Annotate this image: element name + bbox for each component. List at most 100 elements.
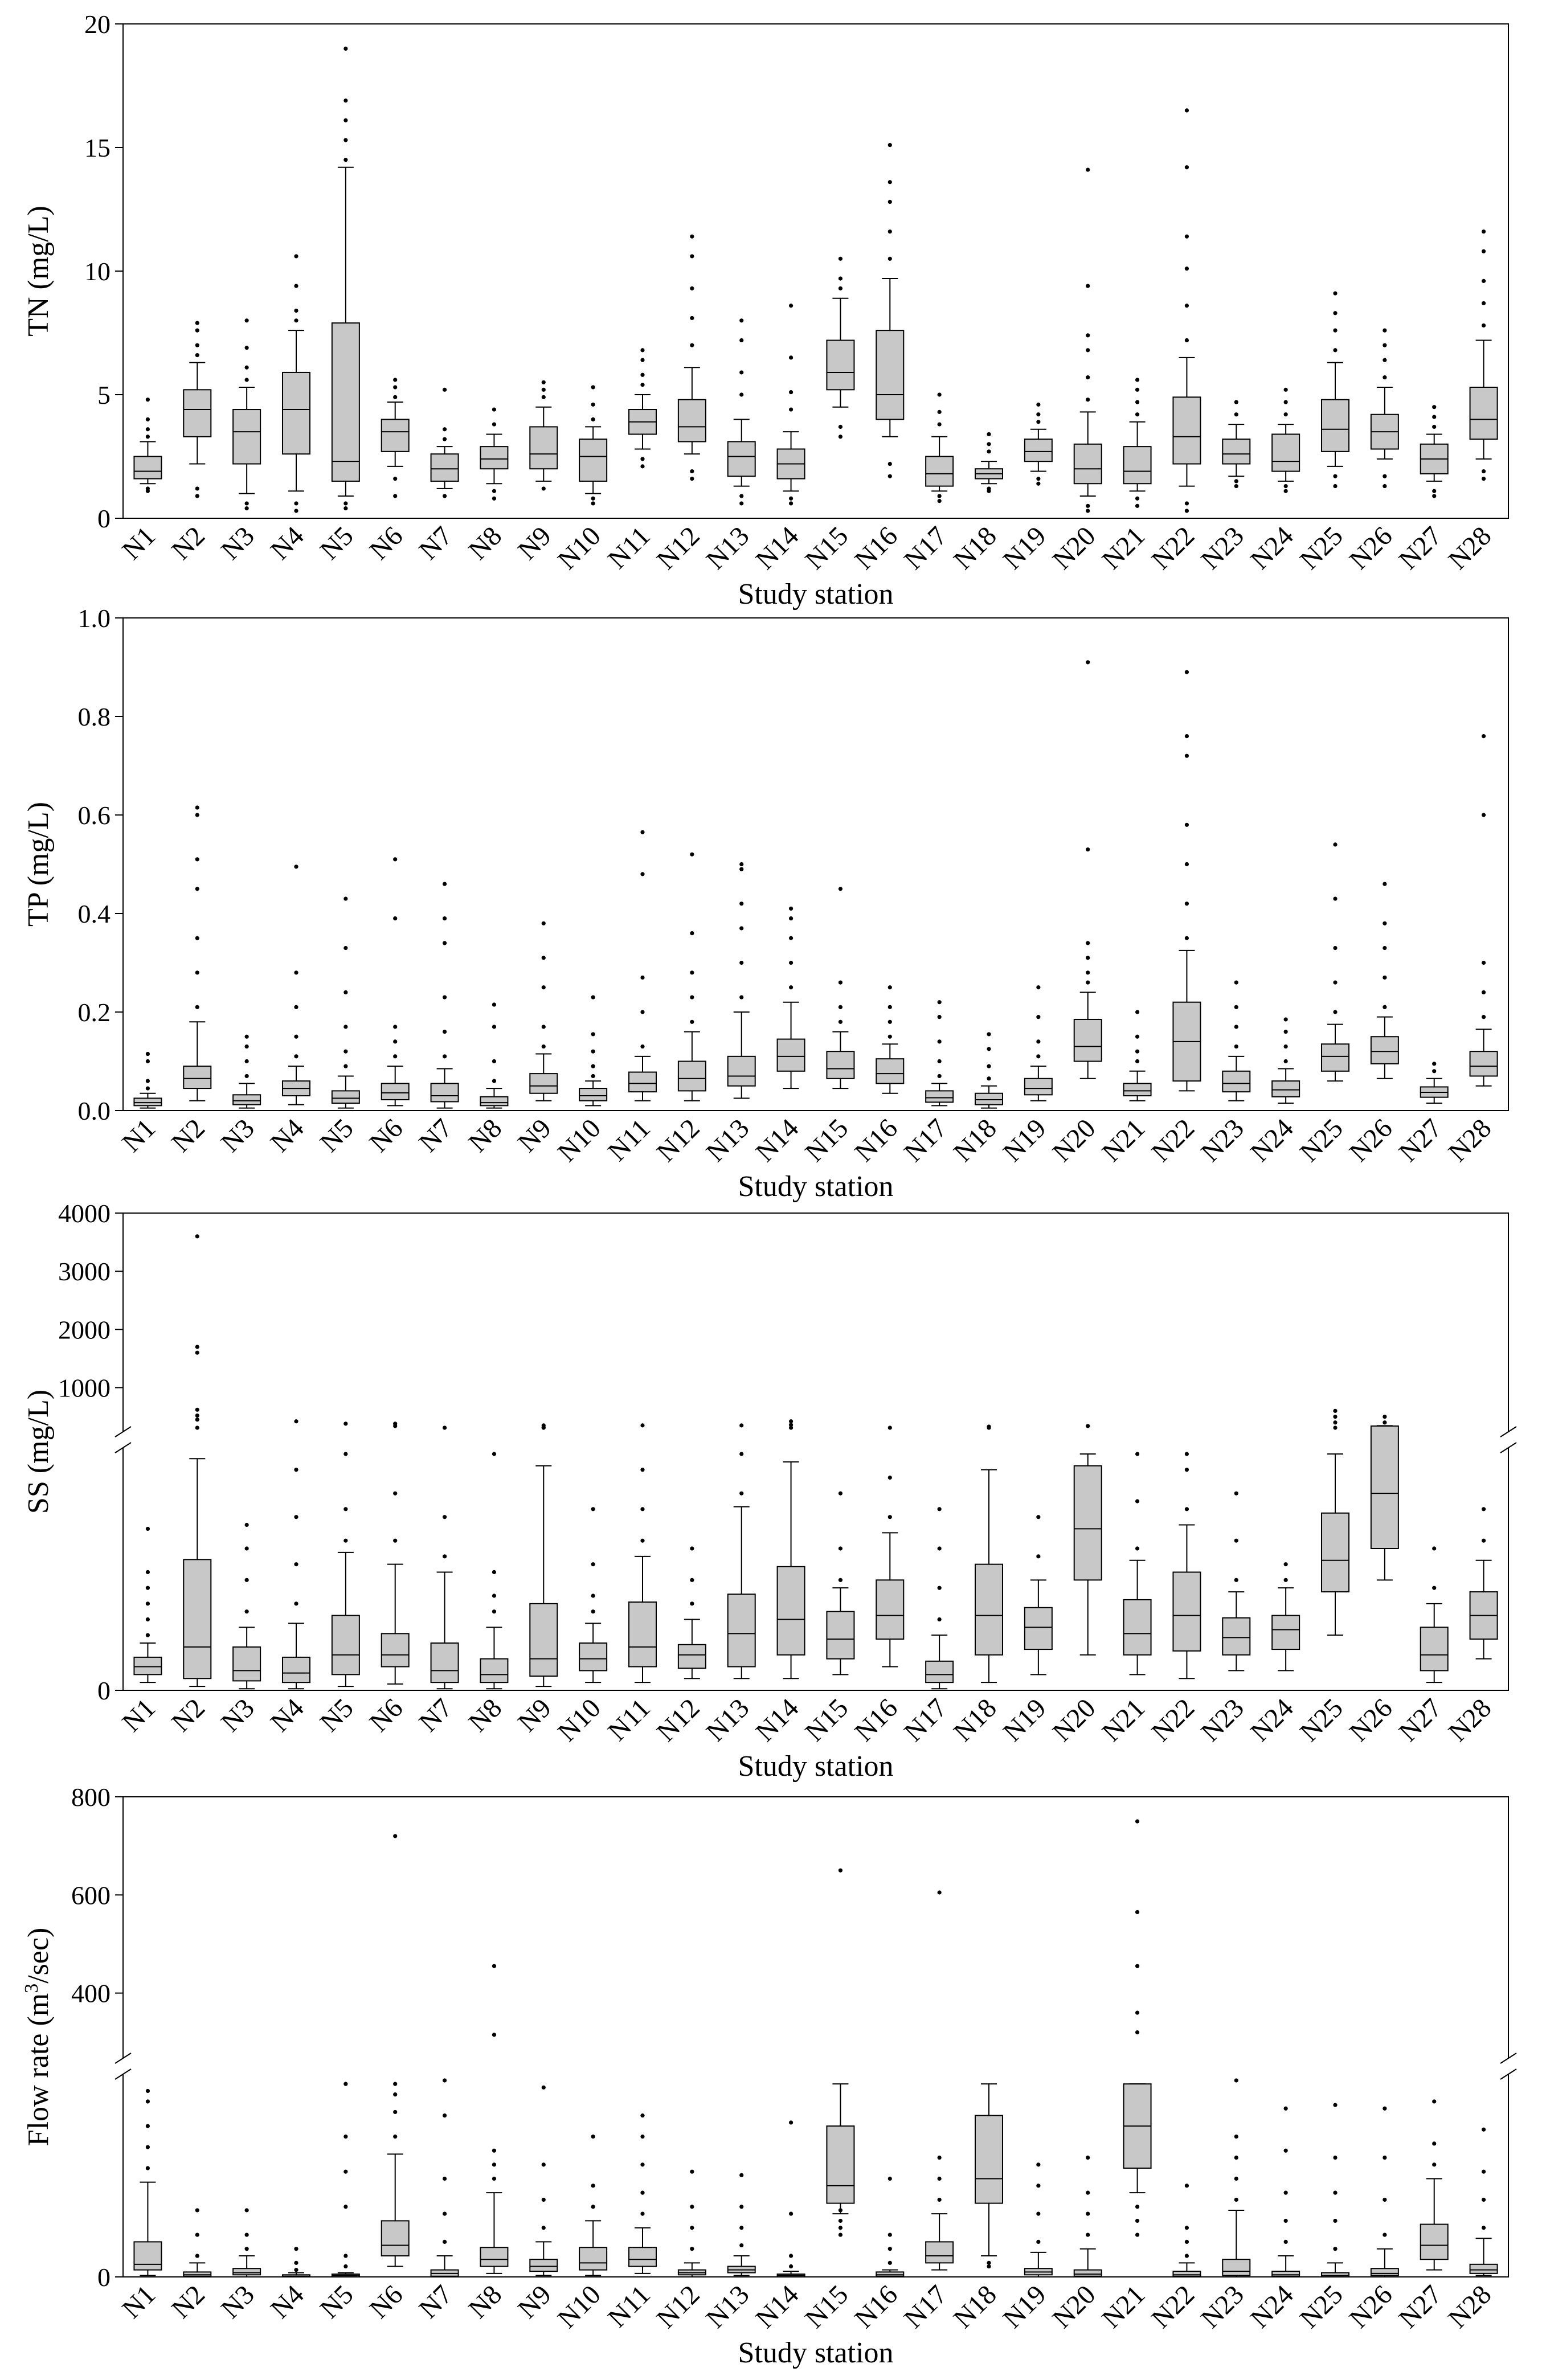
outlier-point xyxy=(294,509,298,513)
outlier-point xyxy=(393,395,398,399)
outlier-point xyxy=(442,2176,447,2181)
x-tick-label: N4 xyxy=(265,1693,310,1738)
outlier-point xyxy=(244,1546,249,1551)
outlier-point xyxy=(640,975,645,980)
x-tick-label: N11 xyxy=(602,2279,656,2333)
outlier-point xyxy=(591,1032,595,1037)
chart-panel-4: 0 400 600 800 Flow rate (m3/sec) N1 N2 N3 N4 N5 N6… xyxy=(21,1783,1517,2369)
outlier-point xyxy=(987,1032,991,1037)
x-tick-label: N1 xyxy=(116,2279,161,2324)
outlier-point xyxy=(1481,2197,1486,2202)
outlier-point xyxy=(591,1562,595,1567)
outlier-point xyxy=(442,1515,447,1519)
x-tick-label: N24 xyxy=(1245,2279,1299,2334)
outlier-point xyxy=(492,2033,497,2037)
outlier-point xyxy=(294,318,298,323)
x-tick-label: N17 xyxy=(898,1113,953,1168)
outlier-point xyxy=(987,432,991,437)
outlier-point xyxy=(838,1578,843,1582)
box-N28 xyxy=(1469,2127,1498,2276)
outlier-point xyxy=(591,1594,595,1598)
outlier-point xyxy=(294,1034,298,1039)
outlier-point xyxy=(541,2226,546,2230)
x-tick-label: N2 xyxy=(166,1113,211,1158)
outlier-point xyxy=(1234,1044,1238,1049)
box-N7 xyxy=(430,1425,459,1690)
outlier-point xyxy=(1036,1515,1041,1519)
outlier-point xyxy=(145,427,150,432)
x-tick-label: N12 xyxy=(651,2279,706,2334)
outlier-point xyxy=(937,499,942,503)
box-N19 xyxy=(1024,1515,1053,1676)
box-N1 xyxy=(133,1051,162,1109)
outlier-point xyxy=(195,2208,199,2213)
outlier-point xyxy=(492,1594,497,1598)
outlier-point xyxy=(492,1002,497,1007)
box-N2 xyxy=(183,805,212,1101)
outlier-point xyxy=(393,1538,398,1543)
box-iqr xyxy=(133,1656,162,1676)
outlier-point xyxy=(1234,2134,1238,2139)
x-tick-label: N20 xyxy=(1047,1113,1102,1168)
outlier-point xyxy=(393,378,398,382)
x-tick-label: N25 xyxy=(1294,1693,1349,1747)
box-iqr xyxy=(1370,1425,1399,1550)
outlier-point xyxy=(1234,980,1238,985)
outlier-point xyxy=(1036,481,1041,486)
outlier-point xyxy=(1086,398,1090,402)
outlier-point xyxy=(145,1526,150,1531)
x-tick-label: N17 xyxy=(898,2279,953,2334)
outlier-point xyxy=(244,2232,249,2237)
outlier-point xyxy=(887,143,892,148)
outlier-point xyxy=(1184,501,1189,506)
box-N5 xyxy=(331,1422,360,1687)
outlier-point xyxy=(1481,2226,1486,2230)
box-N28 xyxy=(1469,1507,1498,1660)
box-iqr xyxy=(1420,2223,1449,2260)
outlier-point xyxy=(1432,489,1437,493)
outlier-point xyxy=(1184,108,1189,113)
outlier-point xyxy=(1383,882,1387,886)
box-iqr xyxy=(1123,1083,1152,1097)
outlier-point xyxy=(1135,1049,1140,1054)
outlier-point xyxy=(690,852,694,857)
box-N22 xyxy=(1172,108,1201,513)
box-N23 xyxy=(1222,2078,1251,2277)
outlier-point xyxy=(1036,1054,1041,1059)
box-N16 xyxy=(876,143,905,478)
outlier-point xyxy=(1086,2190,1090,2195)
outlier-point xyxy=(343,2205,348,2209)
box-N1 xyxy=(133,398,162,493)
y-tick-label: 400 xyxy=(71,1979,111,2008)
outlier-point xyxy=(739,926,744,931)
outlier-point xyxy=(195,1413,199,1418)
outlier-point xyxy=(1086,284,1090,288)
outlier-point xyxy=(541,956,546,960)
outlier-point xyxy=(343,1538,348,1543)
x-tick-label: N6 xyxy=(364,1113,409,1158)
outlier-point xyxy=(1383,484,1387,489)
x-tick-label: N10 xyxy=(552,1693,607,1747)
x-tick-label: N24 xyxy=(1245,1113,1299,1168)
x-tick-label: N27 xyxy=(1393,2279,1448,2334)
outlier-point xyxy=(1086,980,1090,985)
outlier-point xyxy=(1234,1025,1238,1029)
x-tick-label: N14 xyxy=(750,1693,804,1747)
x-tick-label: N17 xyxy=(898,1693,953,1747)
chart-panel-2: 0.00.20.40.60.81.0TP (mg/L)N1 N2 N3 N4 N5 N6 N… xyxy=(22,604,1509,1203)
outlier-point xyxy=(195,1005,199,1009)
outlier-point xyxy=(1432,2162,1437,2167)
outlier-point xyxy=(343,1422,348,1426)
outlier-point xyxy=(1383,975,1387,980)
outlier-point xyxy=(640,2211,645,2216)
x-tick-label: N5 xyxy=(314,521,359,566)
x-tick-label: N18 xyxy=(948,2279,1003,2334)
x-tick-label: N10 xyxy=(552,1113,607,1168)
outlier-point xyxy=(1481,1015,1486,1019)
box-iqr xyxy=(1222,439,1251,465)
box-iqr xyxy=(133,456,162,480)
outlier-point xyxy=(294,2260,298,2265)
box-N9 xyxy=(529,1423,558,1687)
chart-panel-3: 0 1000 2000 3000 4000 SS (mg/L) N1 N2 N3 N4 N5 N6 N7… xyxy=(22,1199,1517,1783)
outlier-point xyxy=(640,383,645,387)
